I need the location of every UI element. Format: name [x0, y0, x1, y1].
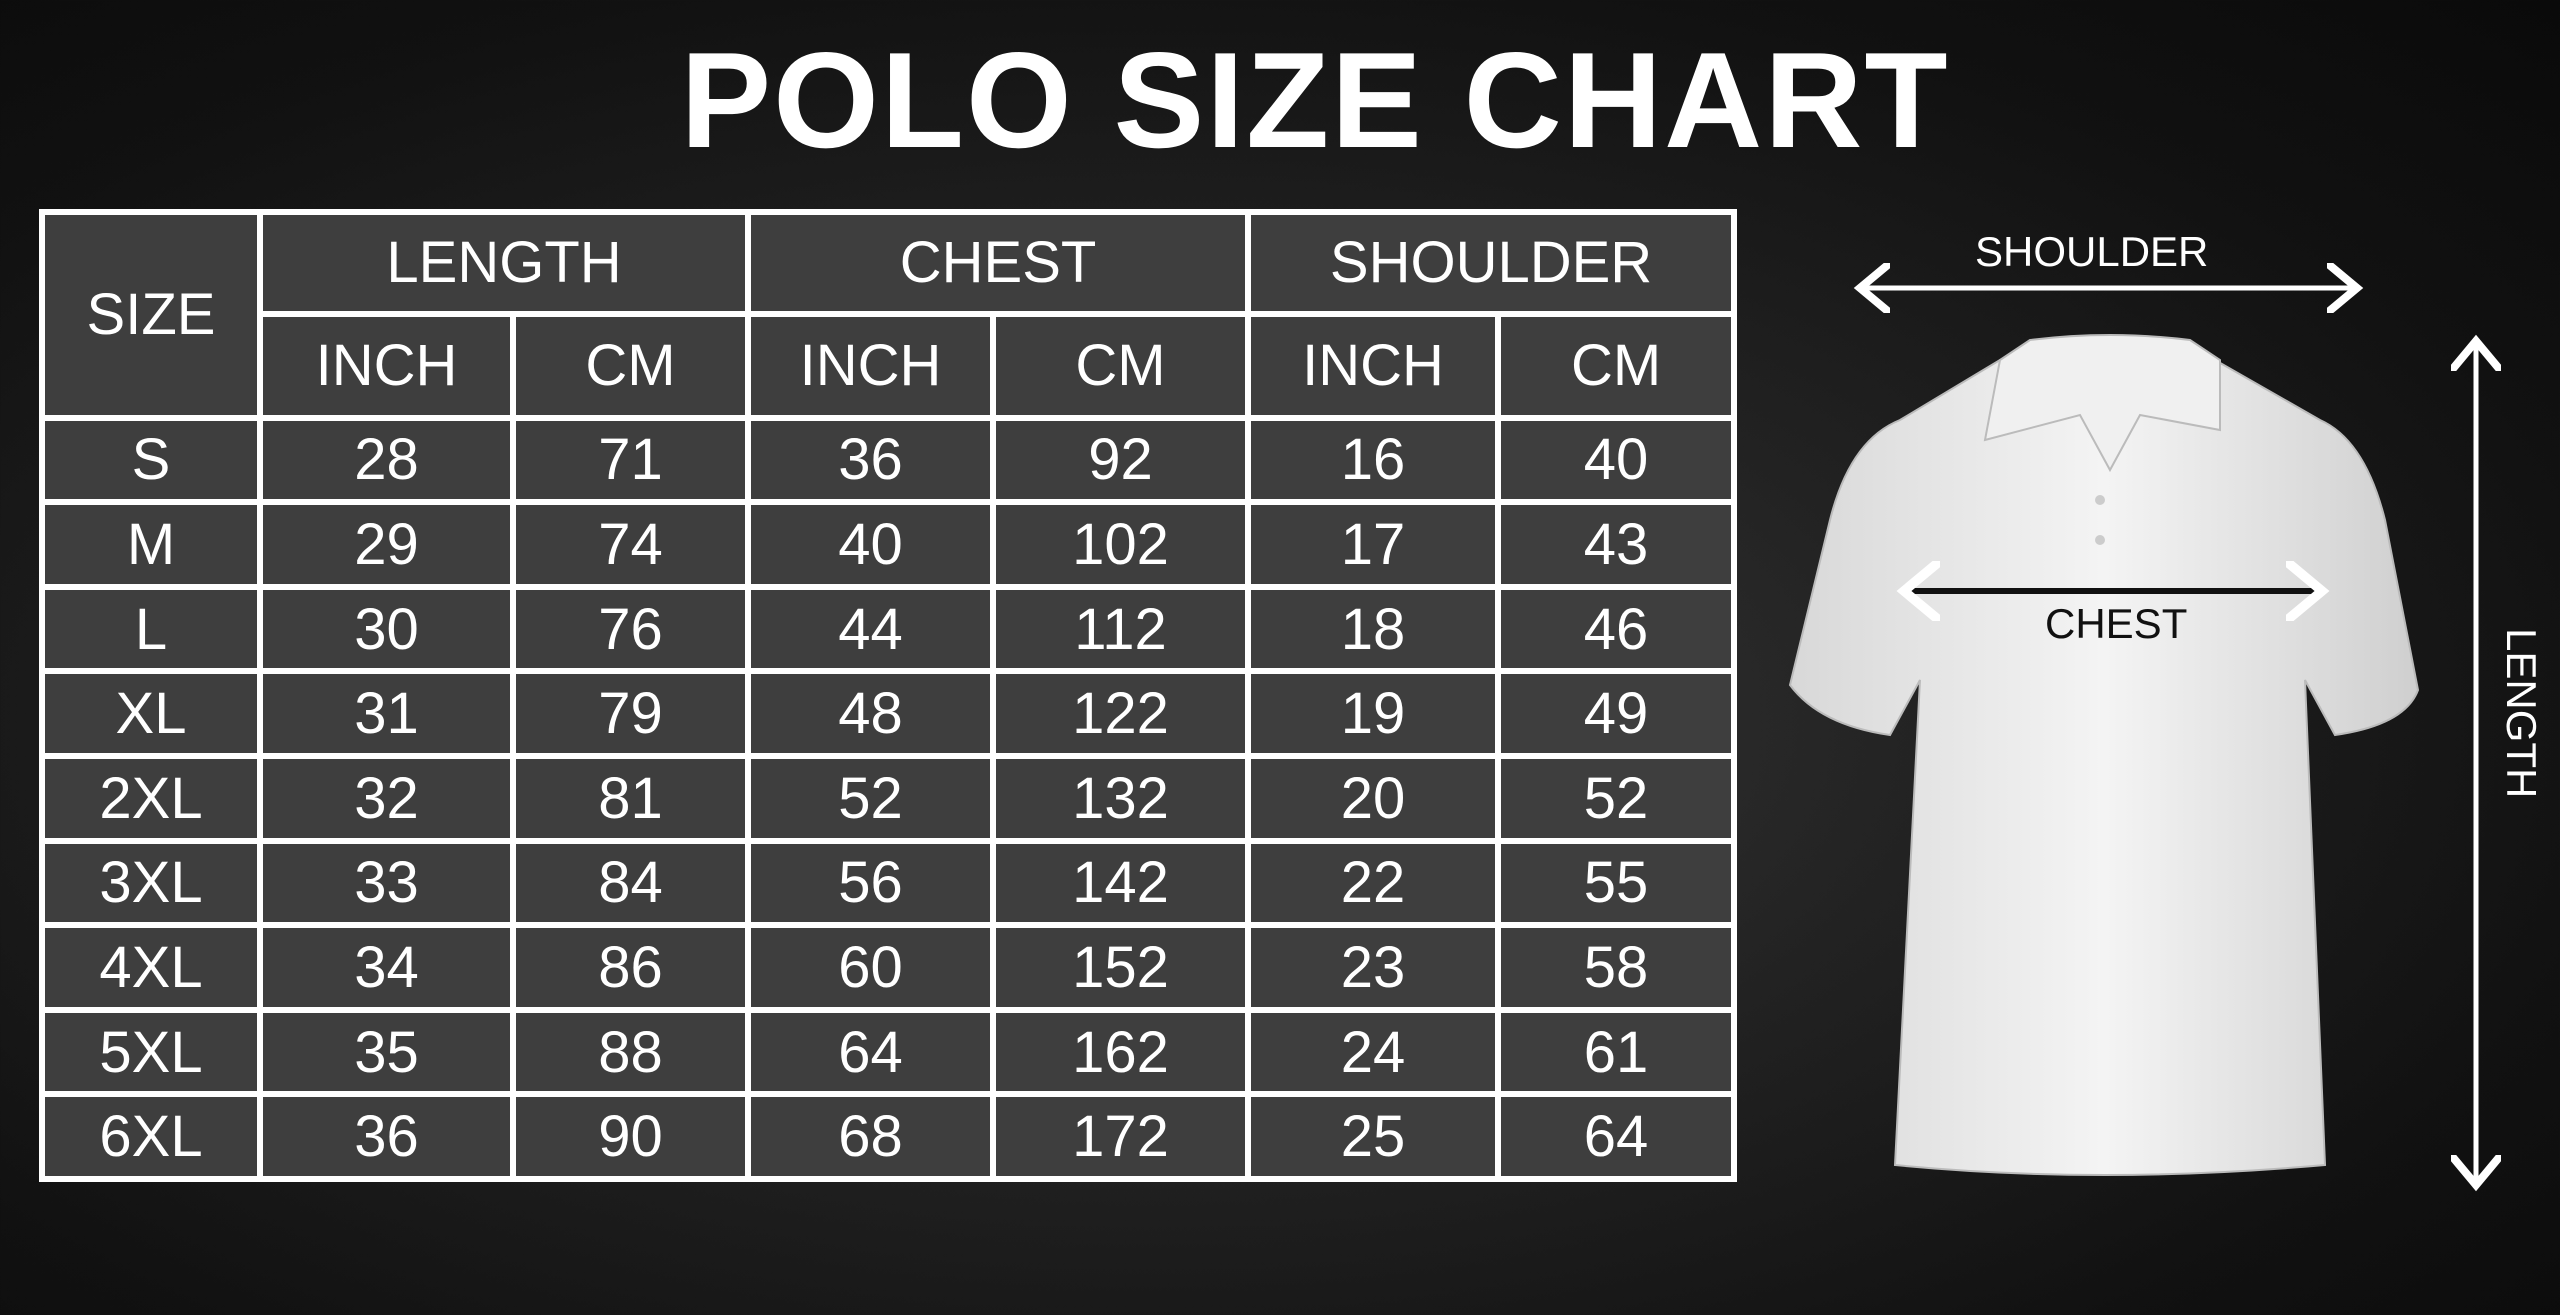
value-cell: 28 — [263, 420, 510, 500]
unit-header: CM — [996, 316, 1246, 415]
size-cell: 2XL — [45, 758, 257, 838]
size-cell: M — [45, 505, 257, 584]
value-cell: 23 — [1251, 928, 1496, 1007]
value-cell: 152 — [996, 928, 1246, 1007]
chest-label: CHEST — [2045, 600, 2188, 647]
value-cell: 60 — [751, 928, 991, 1007]
table-row: S 28 71 36 92 16 40 — [45, 420, 1732, 500]
value-cell: 142 — [996, 843, 1246, 923]
value-cell: 58 — [1501, 928, 1732, 1007]
size-cell: 6XL — [45, 1097, 257, 1176]
value-cell: 31 — [263, 674, 510, 753]
value-cell: 68 — [751, 1097, 991, 1176]
value-cell: 55 — [1501, 843, 1732, 923]
value-cell: 18 — [1251, 589, 1496, 669]
unit-header: CM — [516, 316, 746, 415]
value-cell: 20 — [1251, 758, 1496, 838]
value-cell: 64 — [1501, 1097, 1732, 1176]
value-cell: 34 — [263, 928, 510, 1007]
value-cell: 162 — [996, 1012, 1246, 1092]
value-cell: 36 — [263, 1097, 510, 1176]
value-cell: 40 — [751, 505, 991, 584]
unit-header: CM — [1501, 316, 1732, 415]
size-cell: S — [45, 420, 257, 500]
value-cell: 64 — [751, 1012, 991, 1092]
value-cell: 19 — [1251, 674, 1496, 753]
value-cell: 92 — [996, 420, 1246, 500]
group-header-shoulder: SHOULDER — [1251, 215, 1732, 311]
table-row: 2XL 32 81 52 132 20 52 — [45, 758, 1732, 838]
table-row: XL 31 79 48 122 19 49 — [45, 674, 1732, 753]
value-cell: 35 — [263, 1012, 510, 1092]
table-row: M 29 74 40 102 17 43 — [45, 505, 1732, 584]
value-cell: 88 — [516, 1012, 746, 1092]
value-cell: 17 — [1251, 505, 1496, 584]
page-title: POLO SIZE CHART — [680, 24, 1950, 176]
value-cell: 132 — [996, 758, 1246, 838]
group-header-length: LENGTH — [263, 215, 746, 311]
size-table: SIZE LENGTH CHEST SHOULDER INCH CM INCH CM I… — [39, 209, 1738, 1182]
value-cell: 172 — [996, 1097, 1246, 1176]
value-cell: 81 — [516, 758, 746, 838]
value-cell: 48 — [751, 674, 991, 753]
value-cell: 52 — [1501, 758, 1732, 838]
table-row: 3XL 33 84 56 142 22 55 — [45, 843, 1732, 923]
shirt-body — [1788, 359, 2420, 1176]
size-cell: 5XL — [45, 1012, 257, 1092]
size-cell: 4XL — [45, 928, 257, 1007]
value-cell: 122 — [996, 674, 1246, 753]
value-cell: 61 — [1501, 1012, 1732, 1092]
shoulder-label: SHOULDER — [1975, 228, 2209, 275]
size-cell: L — [45, 589, 257, 669]
table-row: L 30 76 44 112 18 46 — [45, 589, 1732, 669]
value-cell: 30 — [263, 589, 510, 669]
value-cell: 112 — [996, 589, 1246, 669]
shirt-collar — [1983, 334, 2221, 473]
value-cell: 25 — [1251, 1097, 1496, 1176]
value-cell: 102 — [996, 505, 1246, 584]
value-cell: 40 — [1501, 420, 1732, 500]
value-cell: 44 — [751, 589, 991, 669]
table-row: 4XL 34 86 60 152 23 58 — [45, 928, 1732, 1007]
value-cell: 29 — [263, 505, 510, 584]
size-cell: 3XL — [45, 843, 257, 923]
value-cell: 52 — [751, 758, 991, 838]
size-header: SIZE — [45, 215, 257, 415]
polo-shirt-illustration — [1788, 320, 2560, 1220]
value-cell: 24 — [1251, 1012, 1496, 1092]
unit-header: INCH — [1251, 316, 1496, 415]
value-cell: 49 — [1501, 674, 1732, 753]
value-cell: 16 — [1251, 420, 1496, 500]
value-cell: 36 — [751, 420, 991, 500]
length-label: LENGTH — [2498, 628, 2545, 799]
table-row: 5XL 35 88 64 162 24 61 — [45, 1012, 1732, 1092]
size-cell: XL — [45, 674, 257, 753]
value-cell: 33 — [263, 843, 510, 923]
value-cell: 46 — [1501, 589, 1732, 669]
unit-header: INCH — [263, 316, 510, 415]
value-cell: 43 — [1501, 505, 1732, 584]
value-cell: 76 — [516, 589, 746, 669]
value-cell: 71 — [516, 420, 746, 500]
value-cell: 90 — [516, 1097, 746, 1176]
table-row: 6XL 36 90 68 172 25 64 — [45, 1097, 1732, 1176]
value-cell: 22 — [1251, 843, 1496, 923]
group-header-chest: CHEST — [751, 215, 1246, 311]
value-cell: 56 — [751, 843, 991, 923]
value-cell: 32 — [263, 758, 510, 838]
value-cell: 74 — [516, 505, 746, 584]
value-cell: 79 — [516, 674, 746, 753]
value-cell: 86 — [516, 928, 746, 1007]
unit-header: INCH — [751, 316, 991, 415]
value-cell: 84 — [516, 843, 746, 923]
